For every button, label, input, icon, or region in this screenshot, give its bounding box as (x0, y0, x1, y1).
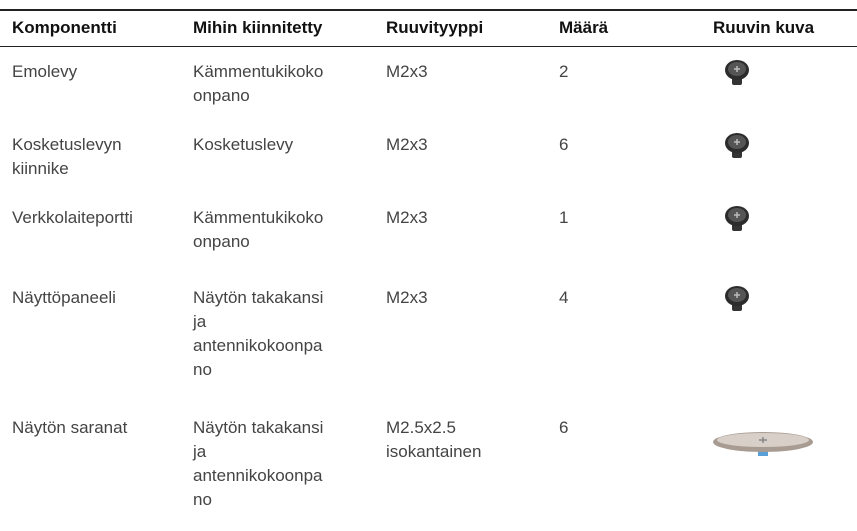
cell-text: M2x3 (386, 133, 428, 157)
header-cell: Ruuvityyppi (386, 16, 483, 40)
header-cell: Komponentti (12, 16, 117, 40)
header-cell: Ruuvin kuva (713, 16, 814, 40)
cell-text: 4 (559, 286, 568, 310)
cell-text: Kosketuslevy (193, 133, 293, 157)
cell-text: antennikokoonpa (193, 334, 323, 358)
cell-text: Näytön takakansi (193, 286, 323, 310)
cell-text: Emolevy (12, 60, 77, 84)
cell-text: ja (193, 310, 206, 334)
cell-text: no (193, 488, 212, 512)
cell-text: Kämmentukikoko (193, 60, 323, 84)
cell-text: 2 (559, 60, 568, 84)
cell-text: 6 (559, 133, 568, 157)
header-cell: Mihin kiinnitetty (193, 16, 322, 40)
cell-text: onpano (193, 84, 250, 108)
page: Komponentti Mihin kiinnitetty Ruuvityyppi M… (0, 0, 857, 531)
cell-text: 1 (559, 206, 568, 230)
screw-image (725, 286, 749, 311)
cell-text: Näyttöpaneeli (12, 286, 116, 310)
cell-text: Näytön saranat (12, 416, 127, 440)
screw-image (725, 206, 749, 231)
cell-text: 6 (559, 416, 568, 440)
cell-text: ja (193, 440, 206, 464)
cell-text: onpano (193, 230, 250, 254)
cell-text: isokantainen (386, 440, 481, 464)
cell-text: M2.5x2.5 (386, 416, 456, 440)
cell-text: M2x3 (386, 60, 428, 84)
cell-text: Näytön takakansi (193, 416, 323, 440)
cell-text: Kosketuslevyn (12, 133, 122, 157)
cell-text: M2x3 (386, 206, 428, 230)
cell-text: antennikokoonpa (193, 464, 323, 488)
cell-text: kiinnike (12, 157, 69, 181)
screw-image (725, 133, 749, 158)
screw-image (713, 432, 813, 456)
cell-text: M2x3 (386, 286, 428, 310)
cell-text: Verkkolaiteportti (12, 206, 133, 230)
screw-image (725, 60, 749, 85)
cell-text: Kämmentukikoko (193, 206, 323, 230)
cell-text: no (193, 358, 212, 382)
header-cell: Määrä (559, 16, 608, 40)
